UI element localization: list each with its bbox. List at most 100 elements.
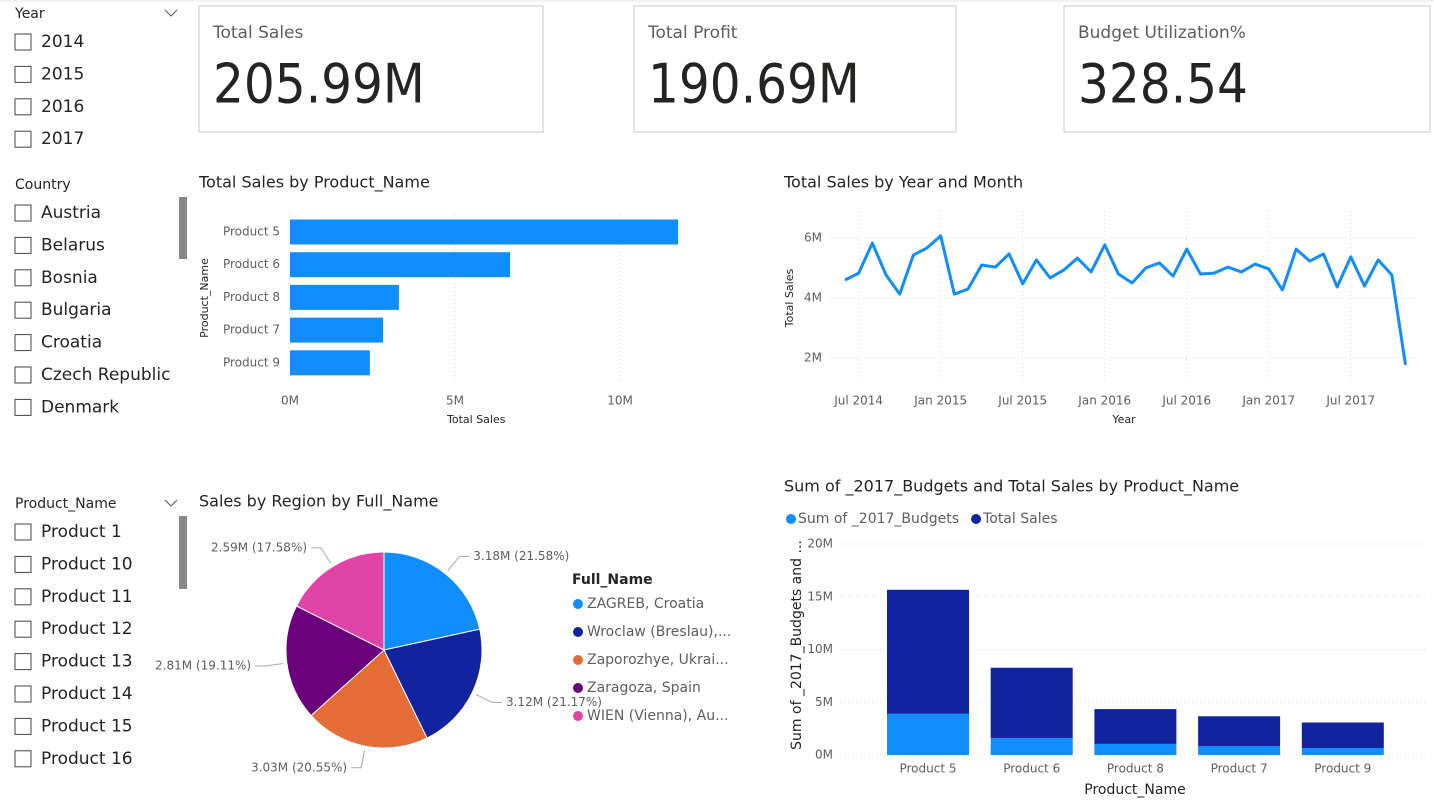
bar (290, 317, 384, 343)
slicer-item[interactable]: Product 15 (41, 716, 133, 736)
slicer-item[interactable]: Austria (41, 203, 101, 223)
checkbox[interactable] (14, 98, 32, 116)
checkbox[interactable] (14, 588, 32, 606)
legend-marker (573, 711, 583, 721)
bar (290, 219, 679, 245)
x-tick-label: Product 8 (1107, 762, 1164, 776)
checkbox[interactable] (14, 750, 32, 768)
slicer-title: Year (14, 6, 45, 22)
pie-slice (310, 649, 428, 749)
slicer-item[interactable]: Belarus (41, 235, 105, 255)
checkbox[interactable] (14, 620, 32, 638)
x-tick-label: 10M (607, 394, 633, 408)
chart-title: Sales by Region by Full_Name (199, 492, 439, 512)
slicer-item[interactable]: Croatia (41, 333, 102, 353)
x-tick-label: 5M (446, 394, 464, 408)
checkbox[interactable] (14, 301, 32, 319)
y-tick-label: Product 9 (223, 355, 280, 369)
slicer-item[interactable]: 2014 (41, 32, 84, 52)
data-label: 3.03M (20.55%) (251, 760, 347, 774)
y-tick-label: 15M (807, 589, 833, 603)
slicer-item[interactable]: Product 16 (41, 749, 133, 769)
y-tick-label: 0M (815, 748, 833, 762)
legend-marker (573, 627, 583, 637)
bar-segment (990, 738, 1073, 755)
slicer-item[interactable]: Product 13 (41, 652, 133, 672)
legend-label: ZAGREB, Croatia (587, 596, 704, 612)
y-tick-label: 2M (804, 351, 822, 365)
bar-segment (1198, 716, 1281, 747)
checkbox[interactable] (14, 204, 32, 222)
card (633, 5, 957, 133)
checkbox[interactable] (14, 65, 32, 83)
slicer-title: Country (15, 177, 71, 193)
card-label: Budget Utilization% (1078, 23, 1246, 43)
legend-title: Full_Name (572, 572, 653, 588)
slicer-item[interactable]: 2017 (41, 129, 84, 149)
legend-label: Total Sales (982, 511, 1057, 527)
checkbox[interactable] (14, 555, 32, 573)
checkbox[interactable] (14, 653, 32, 671)
chevron[interactable] (164, 499, 178, 507)
legend-marker (971, 514, 982, 524)
y-tick-label: Product 8 (223, 290, 280, 304)
legend-marker (786, 514, 796, 524)
slicer-item[interactable]: Denmark (41, 397, 119, 417)
x-tick-label: Jan 2016 (1077, 394, 1131, 408)
bar (290, 350, 370, 376)
data-label: 2.59M (17.58%) (211, 540, 307, 554)
slicer-item[interactable]: Product 10 (41, 554, 133, 574)
bar-segment (1094, 709, 1177, 744)
legend-label: Zaporozhye, Ukrai... (587, 652, 729, 668)
checkbox[interactable] (14, 398, 32, 416)
pie-slice (295, 551, 385, 651)
y-tick-label: Product 5 (223, 225, 280, 239)
scrollbar[interactable] (179, 516, 187, 589)
legend-label: Wroclaw (Breslau),... (587, 624, 731, 640)
chart-title: Total Sales by Product_Name (198, 173, 430, 193)
checkbox[interactable] (14, 33, 32, 51)
pie-slice (383, 551, 481, 651)
x-tick-label: Product 6 (1003, 762, 1060, 776)
slicer-item[interactable]: Czech Republic (41, 365, 170, 385)
y-tick-label: 20M (807, 537, 833, 551)
slicer-item[interactable]: Product 14 (41, 684, 133, 704)
checkbox[interactable] (14, 334, 32, 352)
slicer-item[interactable]: Product 12 (41, 619, 133, 639)
slicer-item[interactable]: Product 1 (41, 522, 122, 542)
y-axis-label: Sum of _2017_Budgets and ... (789, 540, 805, 750)
legend-label: Zaragoza, Spain (587, 680, 701, 696)
checkbox[interactable] (14, 236, 32, 254)
card (1063, 5, 1431, 133)
slicer-item[interactable]: Product 11 (41, 587, 133, 607)
chart-title: Sum of _2017_Budgets and Total Sales by … (784, 477, 1239, 497)
x-tick-label: Product 7 (1211, 762, 1268, 776)
slicer-item[interactable]: Bosnia (41, 268, 98, 288)
checkbox[interactable] (14, 366, 32, 384)
checkbox[interactable] (14, 269, 32, 287)
checkbox[interactable] (14, 685, 32, 703)
leader-line (351, 750, 366, 769)
card-label: Total Profit (647, 23, 738, 43)
x-tick-label: Jan 2017 (1241, 394, 1295, 408)
chevron[interactable] (164, 9, 178, 17)
scrollbar[interactable] (179, 197, 187, 259)
slicer-item[interactable]: 2016 (41, 97, 84, 117)
y-tick-label: 5M (815, 695, 833, 709)
checkbox[interactable] (14, 130, 32, 148)
slicer-item[interactable]: 2015 (41, 64, 84, 84)
legend-label: WIEN (Vienna), Au... (587, 708, 728, 724)
card (198, 5, 544, 133)
x-tick-label: Jan 2015 (913, 394, 967, 408)
pie-slice (285, 605, 385, 717)
checkbox[interactable] (14, 523, 32, 541)
slicer-item[interactable]: Bulgaria (41, 300, 112, 320)
leader-line (475, 694, 502, 703)
x-axis-label: Year (1111, 413, 1136, 426)
y-tick-label: Product 6 (223, 257, 280, 271)
checkbox[interactable] (14, 717, 32, 735)
x-tick-label: Jul 2017 (1325, 394, 1375, 408)
legend-marker (573, 655, 583, 665)
